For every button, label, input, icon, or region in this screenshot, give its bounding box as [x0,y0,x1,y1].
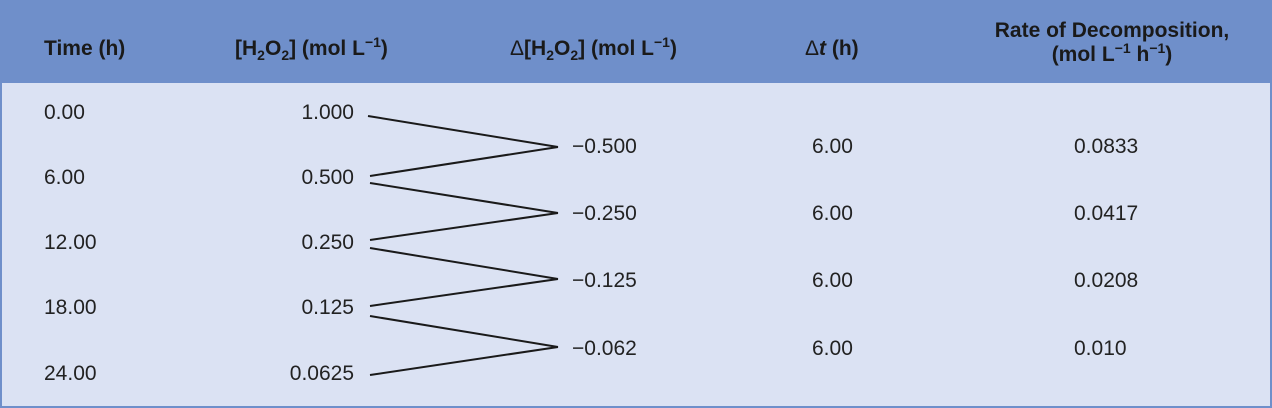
delta-t-cell: 6.00 [812,337,853,360]
rate-cell: 0.0417 [1074,202,1139,225]
time-cell: 18.00 [44,296,97,319]
concentration-cell: 0.250 [301,231,354,254]
conc-sup: −1 [364,34,381,50]
delta-symbol: Δ [510,37,525,60]
rate-sup-1: −1 [1114,40,1131,56]
rate-unit-c: ) [1165,43,1173,66]
time-cell: 6.00 [44,166,85,189]
connector-line [369,346,559,376]
connector-line [369,278,559,307]
delta-concentration-cell: −0.062 [572,337,637,360]
rate-sup-2: −1 [1149,40,1166,56]
dt-unit: (h) [826,37,859,60]
concentration-cell: 0.0625 [289,362,354,385]
rate-cell: 0.0833 [1074,135,1139,158]
delta-t-cell: 6.00 [812,269,853,292]
delta-concentration-cell: −0.500 [572,135,637,158]
delta-concentration-cell: −0.125 [572,269,637,292]
conc-open-text: [H [235,37,258,60]
table-header [2,2,1270,83]
header-delta-t: Δt (h) [805,37,859,61]
rate-line-1: Rate of Decomposition, [994,19,1230,42]
rate-unit-a: (mol L [1051,43,1115,66]
conc-close-text: ) [380,37,388,60]
header-rate: Rate of Decomposition, (mol L−1 h−1) [970,19,1254,67]
connector-line [369,315,559,348]
dt-symbol: Δ [805,37,820,60]
delta-sub2: 2 [570,47,579,64]
concentration-cell: 1.000 [301,101,354,124]
delta-unit-text: ] (mol L [578,37,654,60]
conc-o-text: O [264,37,282,60]
delta-open-text: [H [524,37,547,60]
concentration-cell: 0.125 [301,296,354,319]
conc-sub: 2 [257,47,265,64]
connector-line [369,146,559,177]
connector-line [367,115,559,148]
delta-o-text: O [554,37,571,60]
time-cell: 0.00 [44,101,85,124]
conc-unit-text: ] (mol L [289,37,365,60]
delta-close-text: ) [669,37,677,60]
header-concentration: [H2O2] (mol L−1) [235,34,388,64]
connector-line [369,212,559,241]
conc-sub2: 2 [281,47,290,64]
connector-line [369,182,559,214]
concentration-cell: 0.500 [301,166,354,189]
header-time: Time (h) [44,37,125,61]
delta-sub: 2 [546,47,554,64]
header-delta-concentration: Δ[H2O2] (mol L−1) [510,34,677,64]
delta-t-cell: 6.00 [812,135,853,158]
time-cell: 12.00 [44,231,97,254]
connector-line [369,247,559,280]
rate-line-2: (mol L−1 h−1) [970,40,1254,67]
header-time-label: Time (h) [44,37,126,60]
dt-variable: t [819,37,827,60]
rate-cell: 0.0208 [1074,269,1139,292]
time-cell: 24.00 [44,362,97,385]
delta-t-cell: 6.00 [812,202,853,225]
rate-unit-b: h [1130,43,1150,66]
delta-sup: −1 [653,34,670,50]
rate-cell: 0.010 [1074,337,1127,360]
delta-concentration-cell: −0.250 [572,202,637,225]
